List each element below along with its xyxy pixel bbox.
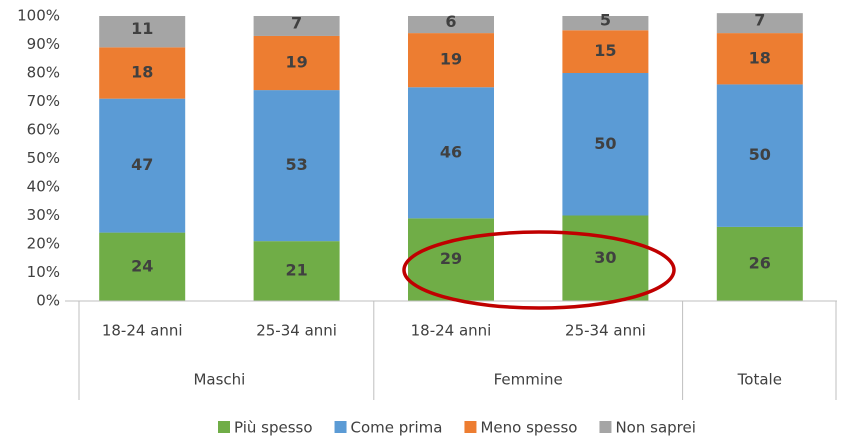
bar-segment [253, 35, 340, 91]
value-label: 15 [594, 41, 616, 60]
bar-segment [408, 87, 494, 219]
value-label: 29 [440, 249, 462, 268]
legend-swatch [599, 421, 612, 433]
legend-swatch [464, 421, 477, 433]
legend-swatch [218, 421, 230, 433]
y-tick-label: 90% [27, 35, 60, 53]
bar-segment [562, 16, 649, 31]
y-tick-label: 50% [27, 149, 60, 167]
bar-segment [408, 16, 494, 34]
y-tick-label: 100% [17, 7, 60, 25]
bar-segment [99, 16, 186, 48]
value-label: 5 [600, 11, 611, 30]
group-label: Maschi [193, 371, 245, 389]
group-label: Femmine [494, 371, 563, 389]
x-tick-label: 25-34 anni [256, 322, 337, 340]
y-tick-label: 20% [27, 235, 60, 253]
bar-segment [562, 215, 649, 301]
bar-segment [253, 241, 340, 301]
bar-segment [408, 33, 494, 88]
y-tick-label: 70% [27, 92, 60, 110]
value-label: 50 [594, 134, 616, 153]
value-label: 24 [131, 256, 153, 275]
value-label: 7 [291, 13, 302, 32]
value-label: 53 [285, 155, 307, 174]
legend-label: Più spesso [234, 419, 313, 437]
value-label: 11 [131, 19, 153, 38]
y-tick-label: 40% [27, 178, 60, 196]
bar-segment [253, 90, 340, 242]
value-label: 26 [749, 253, 771, 272]
bar-segment [253, 16, 340, 36]
bar-segment [99, 47, 186, 99]
legend-swatch [334, 421, 347, 433]
value-label: 18 [131, 63, 153, 82]
y-tick-label: 80% [27, 64, 60, 82]
value-label: 19 [285, 53, 307, 72]
y-tick-label: 60% [27, 121, 60, 139]
legend-label: Come prima [351, 419, 443, 437]
bar-segment [99, 232, 186, 301]
group-label: Totale [737, 371, 782, 389]
value-label: 6 [445, 12, 456, 31]
bar-segment [562, 30, 649, 73]
legend-label: Non saprei [615, 419, 695, 437]
bar-segment [716, 84, 803, 227]
value-label: 50 [749, 145, 771, 164]
x-tick-label: 18-24 anni [411, 322, 492, 340]
value-label: 7 [754, 11, 765, 30]
legend-label: Meno spesso [480, 419, 577, 437]
bar-segment [716, 13, 803, 34]
value-label: 46 [440, 142, 462, 161]
value-label: 18 [749, 48, 771, 67]
bar-segment [716, 33, 803, 85]
value-label: 19 [440, 50, 462, 69]
x-tick-label: 25-34 anni [565, 322, 646, 340]
bar-segment [562, 73, 649, 216]
x-tick-label: 18-24 anni [102, 322, 183, 340]
bar-segment [99, 98, 186, 233]
highlight-ellipse [402, 230, 676, 310]
y-tick-label: 10% [27, 263, 60, 281]
y-tick-label: 0% [36, 292, 60, 310]
value-label: 30 [594, 248, 616, 267]
value-label: 47 [131, 155, 153, 174]
y-tick-label: 30% [27, 206, 60, 224]
value-label: 21 [285, 261, 307, 280]
bar-segment [716, 226, 803, 301]
